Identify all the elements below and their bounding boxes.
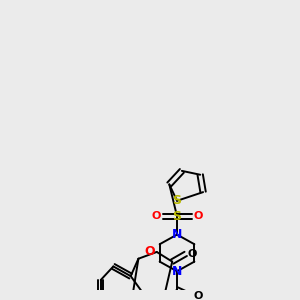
Text: O: O	[194, 211, 203, 221]
Text: N: N	[172, 265, 182, 278]
Text: O: O	[151, 211, 160, 221]
Text: S: S	[172, 210, 182, 223]
Text: O: O	[188, 249, 197, 259]
Text: S: S	[172, 194, 182, 207]
Text: O: O	[145, 245, 155, 259]
Text: O: O	[194, 291, 203, 300]
Text: N: N	[172, 228, 182, 241]
